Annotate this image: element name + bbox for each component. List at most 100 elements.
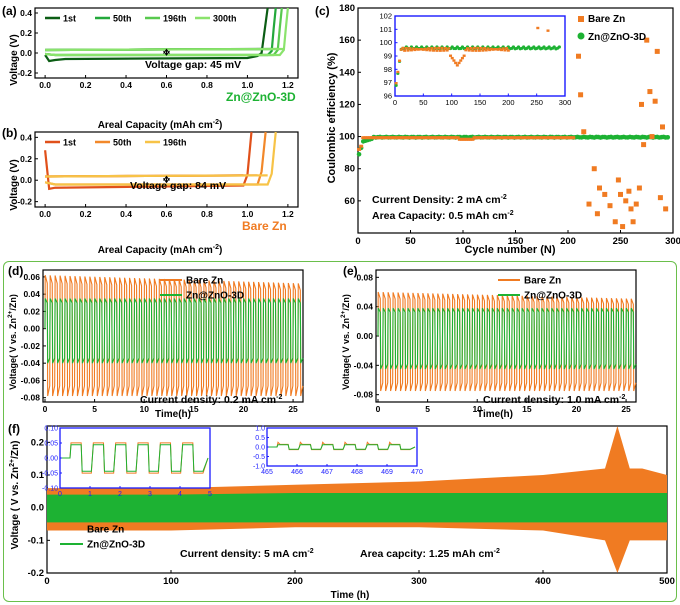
bare-point xyxy=(417,136,422,140)
bare-point xyxy=(357,147,362,151)
current-density-text: Current Density: 2 mA cm-2 xyxy=(372,194,507,206)
x-tick-label: 15 xyxy=(522,404,532,414)
chart-panel-d: (d) Voltage( V vs. Zn2+/Zn) 0 5 10 15 20 25 0.… xyxy=(7,264,304,420)
voltage-gap-annotation: Voltage gap: 84 mV xyxy=(130,180,226,192)
bare-point xyxy=(562,136,567,140)
bare-point xyxy=(630,219,636,225)
inset-bare-point xyxy=(425,48,429,52)
bare-point xyxy=(546,136,551,140)
bare-point xyxy=(633,201,639,207)
bare-point xyxy=(455,136,460,140)
bare-point xyxy=(489,136,494,140)
legend-label: Zn@ZnO-3D xyxy=(87,540,145,551)
inset-bare-point xyxy=(454,61,458,65)
x-tick-label: 20 xyxy=(239,404,249,414)
bare-point xyxy=(474,136,479,140)
area-capacity-note: Area capcity: 1.25 mAh cm-2 xyxy=(360,548,500,560)
inset-bare-point xyxy=(428,49,432,52)
x-tick-label: 0.2 xyxy=(80,80,92,90)
x-tick-label: 5 xyxy=(425,404,430,414)
y-tick-label: -0.1 xyxy=(28,535,45,546)
inset2-y-tick-label: 0.0 xyxy=(255,445,265,452)
bare-point xyxy=(476,136,481,140)
bare-point xyxy=(430,136,435,140)
bare-point xyxy=(539,136,544,140)
legend-label: 50th xyxy=(113,138,132,148)
bare-point xyxy=(550,136,555,140)
bare-point xyxy=(363,136,368,140)
y-tick-label: -0.02 xyxy=(21,341,41,351)
inset1-x-tick-label: 0 xyxy=(58,491,62,498)
x-axis-label: Cycle number (N) xyxy=(464,244,555,256)
legend-swatch xyxy=(577,32,585,40)
bare-point xyxy=(472,136,477,140)
panel-label: (f) xyxy=(8,422,20,436)
bare-point xyxy=(491,136,496,140)
x-tick-label: 20 xyxy=(572,404,582,414)
bare-point xyxy=(597,185,602,191)
y-tick-label: 0.0 xyxy=(20,175,32,185)
voltage-gap-annotation: Voltage gap: 45 mV xyxy=(145,59,241,71)
x-tick-label: 1.0 xyxy=(242,209,254,219)
inset-bare-point xyxy=(437,46,441,50)
bare-point xyxy=(462,137,467,141)
bare-point xyxy=(361,136,366,140)
bare-point xyxy=(641,142,647,148)
legend-label: Bare Zn xyxy=(87,525,124,536)
series-zno-line xyxy=(377,307,637,370)
inset-bare-point xyxy=(477,49,481,52)
series-300th-line xyxy=(45,7,289,57)
current-density-note: Current density: 5 mA cm-2 xyxy=(180,548,314,560)
bare-point xyxy=(443,136,448,140)
gap-arrow-head xyxy=(163,50,170,56)
inset-bare-point xyxy=(459,59,463,62)
inset-bare-point xyxy=(474,49,478,52)
sample-tag: Zn@ZnO-3D xyxy=(226,90,296,104)
series-1st-line xyxy=(44,7,269,63)
inset-bare-point xyxy=(433,46,437,50)
bare-point xyxy=(451,136,456,140)
bare-point xyxy=(415,136,420,140)
bare-point xyxy=(384,136,389,140)
bare-point xyxy=(388,136,393,140)
inset-y-tick-label: 96 xyxy=(384,92,392,101)
y-tick-label: 0.4 xyxy=(20,132,32,142)
bare-point xyxy=(594,211,600,217)
inset-bare-point xyxy=(445,49,449,52)
series-zno-line xyxy=(44,298,304,364)
bottom-panels-frame xyxy=(3,261,677,602)
inset-bare-point xyxy=(418,48,422,51)
series-196th-charge-line xyxy=(45,174,268,178)
inset-bare-point xyxy=(399,48,403,51)
inset-bare-point xyxy=(432,49,436,52)
bare-point xyxy=(438,136,443,140)
y-tick-label: 0.04 xyxy=(23,289,40,299)
current-density-note: Current density: 0.2 mA cm-2 xyxy=(140,394,282,406)
inset-bare-point xyxy=(426,47,430,50)
x-axis-label: Areal Capacity (mAh cm-2) xyxy=(98,244,223,256)
x-tick-label: 5 xyxy=(92,404,97,414)
inset-bare-point xyxy=(440,46,444,50)
bare-point xyxy=(520,136,525,140)
inset1-zno-line xyxy=(62,444,209,472)
y-tick-label: -0.2 xyxy=(17,197,32,207)
bare-point xyxy=(602,191,608,197)
x-tick-label: 50 xyxy=(405,236,416,247)
y-tick-label: -0.2 xyxy=(17,68,32,78)
legend-label: Bare Zn xyxy=(588,14,625,25)
zno-point xyxy=(665,135,671,140)
bare-point xyxy=(426,136,431,140)
inset-bare-point xyxy=(469,46,473,50)
bare-point xyxy=(628,206,634,212)
x-tick-label: 10 xyxy=(139,404,149,414)
inset-bare-point xyxy=(471,49,475,52)
panel-label: (a) xyxy=(2,4,17,18)
y-tick-label: 0.00 xyxy=(356,331,373,341)
inset-bare-point xyxy=(476,46,480,50)
y-tick-label: 0.2 xyxy=(20,28,32,38)
bare-point xyxy=(522,136,527,140)
bare-point xyxy=(499,136,504,140)
bare-point xyxy=(413,136,418,140)
bare-point xyxy=(428,136,433,140)
bare-point xyxy=(441,136,446,140)
